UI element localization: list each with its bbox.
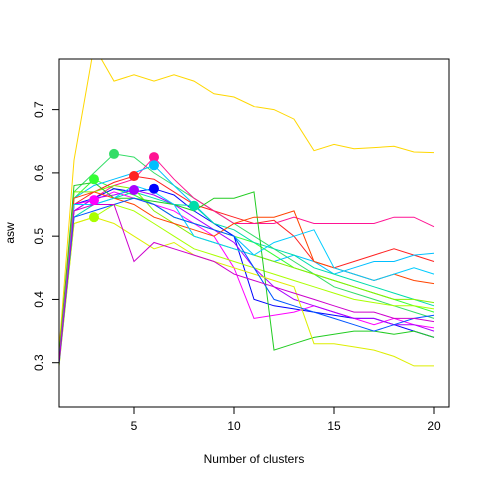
series-line-9	[59, 191, 435, 367]
series-line-11	[59, 203, 435, 371]
series-max-point-9	[89, 195, 99, 206]
x-tick-label: 10	[227, 419, 241, 433]
series-max-point-11	[89, 212, 99, 223]
series-line-8	[59, 191, 435, 370]
points-layer	[89, 148, 199, 223]
series-max-point-4	[129, 171, 139, 182]
series-max-point-5	[149, 152, 159, 163]
series-max-point-8	[189, 200, 199, 211]
series-line-10	[59, 189, 435, 368]
series-line-18	[59, 204, 435, 368]
series-line-17	[59, 197, 435, 370]
x-axis: 5 10 15 20	[131, 406, 441, 433]
series-max-point-6	[149, 160, 159, 171]
y-axis: 0.3 0.4 0.5 0.6 0.7	[32, 101, 60, 371]
x-tick-label: 5	[131, 419, 138, 433]
x-tick-label: 20	[427, 419, 441, 433]
x-tick-label: 15	[327, 419, 341, 433]
y-tick-label: 0.4	[32, 291, 46, 308]
series-line-13	[59, 181, 435, 363]
y-tick-label: 0.6	[32, 164, 46, 181]
series-line-5	[59, 156, 435, 368]
series-max-point-10	[129, 184, 139, 195]
series-max-point-7	[149, 183, 159, 194]
series-line-6	[59, 164, 435, 365]
series-line-14	[59, 216, 434, 371]
y-tick-label: 0.3	[32, 354, 46, 371]
series-max-point-2	[89, 174, 99, 185]
x-axis-label: Number of clusters	[204, 452, 305, 466]
series-max-point-3	[109, 148, 119, 159]
series-line-1	[59, 59, 435, 357]
y-tick-label: 0.7	[32, 101, 46, 118]
y-tick-label: 0.5	[32, 227, 46, 244]
y-axis-label: asw	[3, 222, 17, 244]
